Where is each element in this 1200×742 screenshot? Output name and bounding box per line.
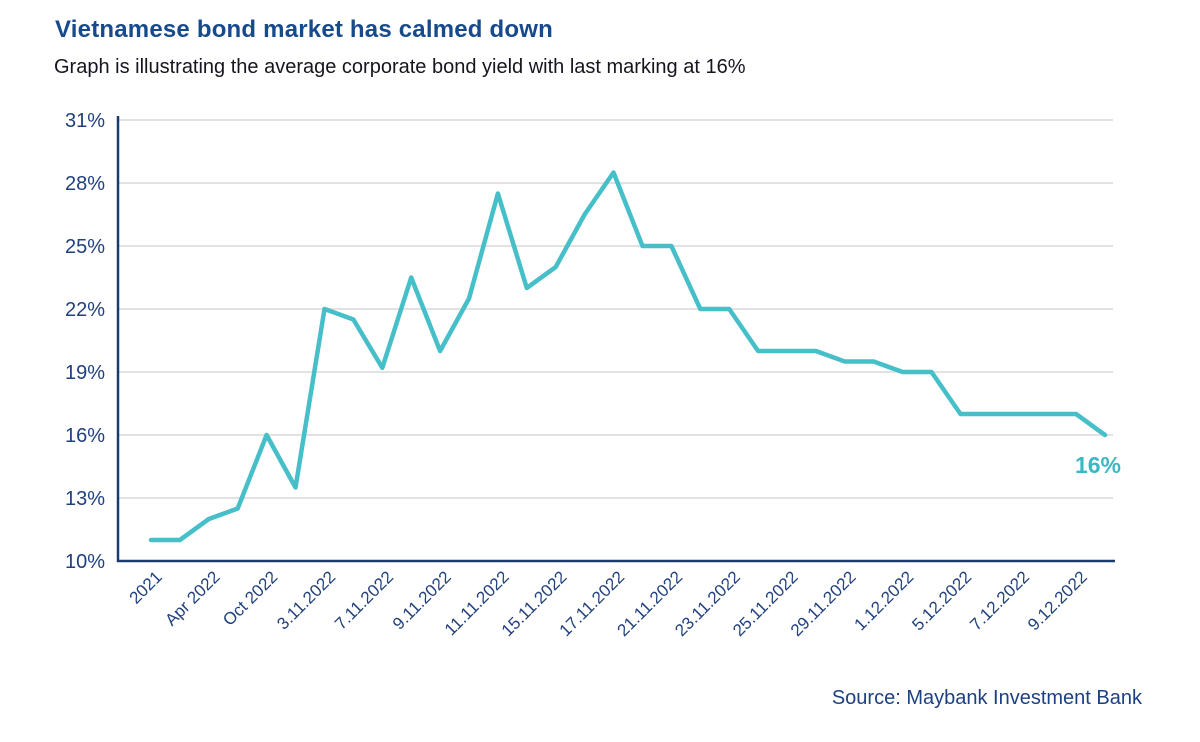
y-axis-tick-label: 22% xyxy=(65,299,105,321)
x-axis-tick-label: Apr 2022 xyxy=(161,567,223,629)
x-axis-tick-label: 1.12.2022 xyxy=(851,567,918,634)
y-axis-tick-label: 28% xyxy=(65,173,105,195)
chart-subtitle: Graph is illustrating the average corpor… xyxy=(54,56,746,78)
y-axis-tick-label: 16% xyxy=(65,425,105,447)
x-axis-tick-label: 5.12.2022 xyxy=(908,567,975,634)
chart-title: Vietnamese bond market has calmed down xyxy=(55,16,553,43)
y-axis-tick-label: 13% xyxy=(65,488,105,510)
x-axis-tick-label: 7.11.2022 xyxy=(331,567,397,633)
y-axis-tick-label: 25% xyxy=(65,236,105,258)
x-axis-tick-label: 9.12.2022 xyxy=(1024,567,1091,634)
x-axis-tick-label: 7.12.2022 xyxy=(966,567,1033,634)
y-axis-tick-label: 19% xyxy=(65,362,105,384)
x-axis-tick-label: Oct 2022 xyxy=(219,567,281,629)
y-axis-tick-label: 31% xyxy=(65,110,105,132)
source-text: Source: Maybank Investment Bank xyxy=(831,687,1142,709)
last-value-label: 16% xyxy=(1075,452,1121,478)
x-axis-tick-label: 2021 xyxy=(126,567,166,607)
y-axis-tick-label: 10% xyxy=(65,551,105,573)
x-axis-tick-label: 3.11.2022 xyxy=(273,567,339,633)
yield-line xyxy=(148,170,1108,543)
